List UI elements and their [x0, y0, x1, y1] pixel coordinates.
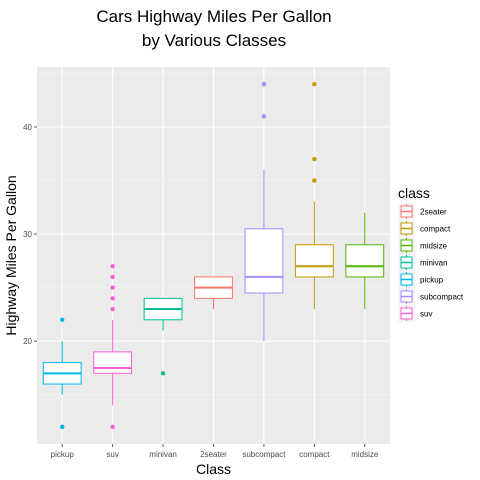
outlier-point [312, 178, 317, 183]
chart-title-line-2: by Various Classes [142, 31, 286, 50]
outlier-point [110, 264, 115, 269]
legend-label: minivan [420, 259, 448, 268]
legend-item-subcompact: subcompact [397, 287, 464, 306]
x-tick-label-subcompact: subcompact [242, 450, 286, 459]
legend-item-midsize: midsize [397, 236, 448, 255]
x-tick-label-midsize: midsize [351, 450, 379, 459]
x-tick-label-compact: compact [299, 450, 330, 459]
outlier-point [160, 371, 166, 376]
box-body [244, 228, 284, 294]
box-minivan [143, 297, 183, 376]
outlier-point [312, 156, 317, 162]
legend-label: compact [420, 225, 451, 234]
legend-item-minivan: minivan [397, 253, 448, 272]
chart-title-line-1: Cars Highway Miles Per Gallon [96, 7, 331, 26]
x-axis-ticks: pickup suv minivan 2seater subcompact compact… [51, 444, 379, 459]
outlier-point [312, 81, 317, 87]
outlier-point [110, 274, 115, 280]
box-suv [93, 264, 133, 430]
legend-label: subcompact [420, 293, 464, 302]
x-tick-label-2seater: 2seater [200, 450, 227, 459]
x-tick-label-pickup: pickup [51, 450, 75, 459]
outlier-point [261, 114, 267, 119]
box-pickup [42, 317, 82, 430]
y-tick-label: 20 [23, 337, 32, 346]
outlier-point [60, 424, 65, 430]
box-body [93, 351, 133, 374]
box-midsize [345, 212, 385, 310]
legend-label: midsize [420, 242, 448, 251]
y-tick-label: 40 [23, 123, 32, 132]
legend-label: 2seater [420, 208, 447, 217]
legend-label: suv [420, 310, 432, 319]
box-body [345, 244, 385, 278]
x-tick-label-suv: suv [106, 450, 118, 459]
box-2seater [194, 276, 233, 310]
legend-item-pickup: pickup [397, 270, 444, 289]
legend-title: class [398, 185, 430, 201]
outlier-point [110, 306, 115, 312]
box-subcompact [244, 81, 284, 342]
legend: class 2seater compact midsize minivan pickup… [397, 185, 464, 323]
legend-item-compact: compact [397, 219, 451, 238]
outlier-point [60, 317, 65, 322]
y-axis-ticks: 20 30 40 [23, 123, 37, 346]
legend-label: pickup [420, 276, 444, 285]
box-body [294, 244, 334, 278]
legend-item-suv: suv [397, 304, 432, 323]
x-axis-title: Class [196, 461, 231, 477]
outlier-point [110, 285, 115, 290]
x-tick-label-minivan: minivan [149, 450, 177, 459]
box-compact [294, 81, 334, 310]
outlier-point [110, 424, 115, 430]
outlier-point [261, 81, 267, 87]
y-axis-title: Highway Miles Per Gallon [3, 175, 19, 335]
outlier-point [110, 296, 115, 301]
y-tick-label: 30 [23, 230, 32, 239]
boxes [42, 81, 385, 430]
legend-item-2seater: 2seater [397, 202, 447, 221]
legend-items: 2seater compact midsize minivan pickup subcom… [397, 202, 464, 323]
